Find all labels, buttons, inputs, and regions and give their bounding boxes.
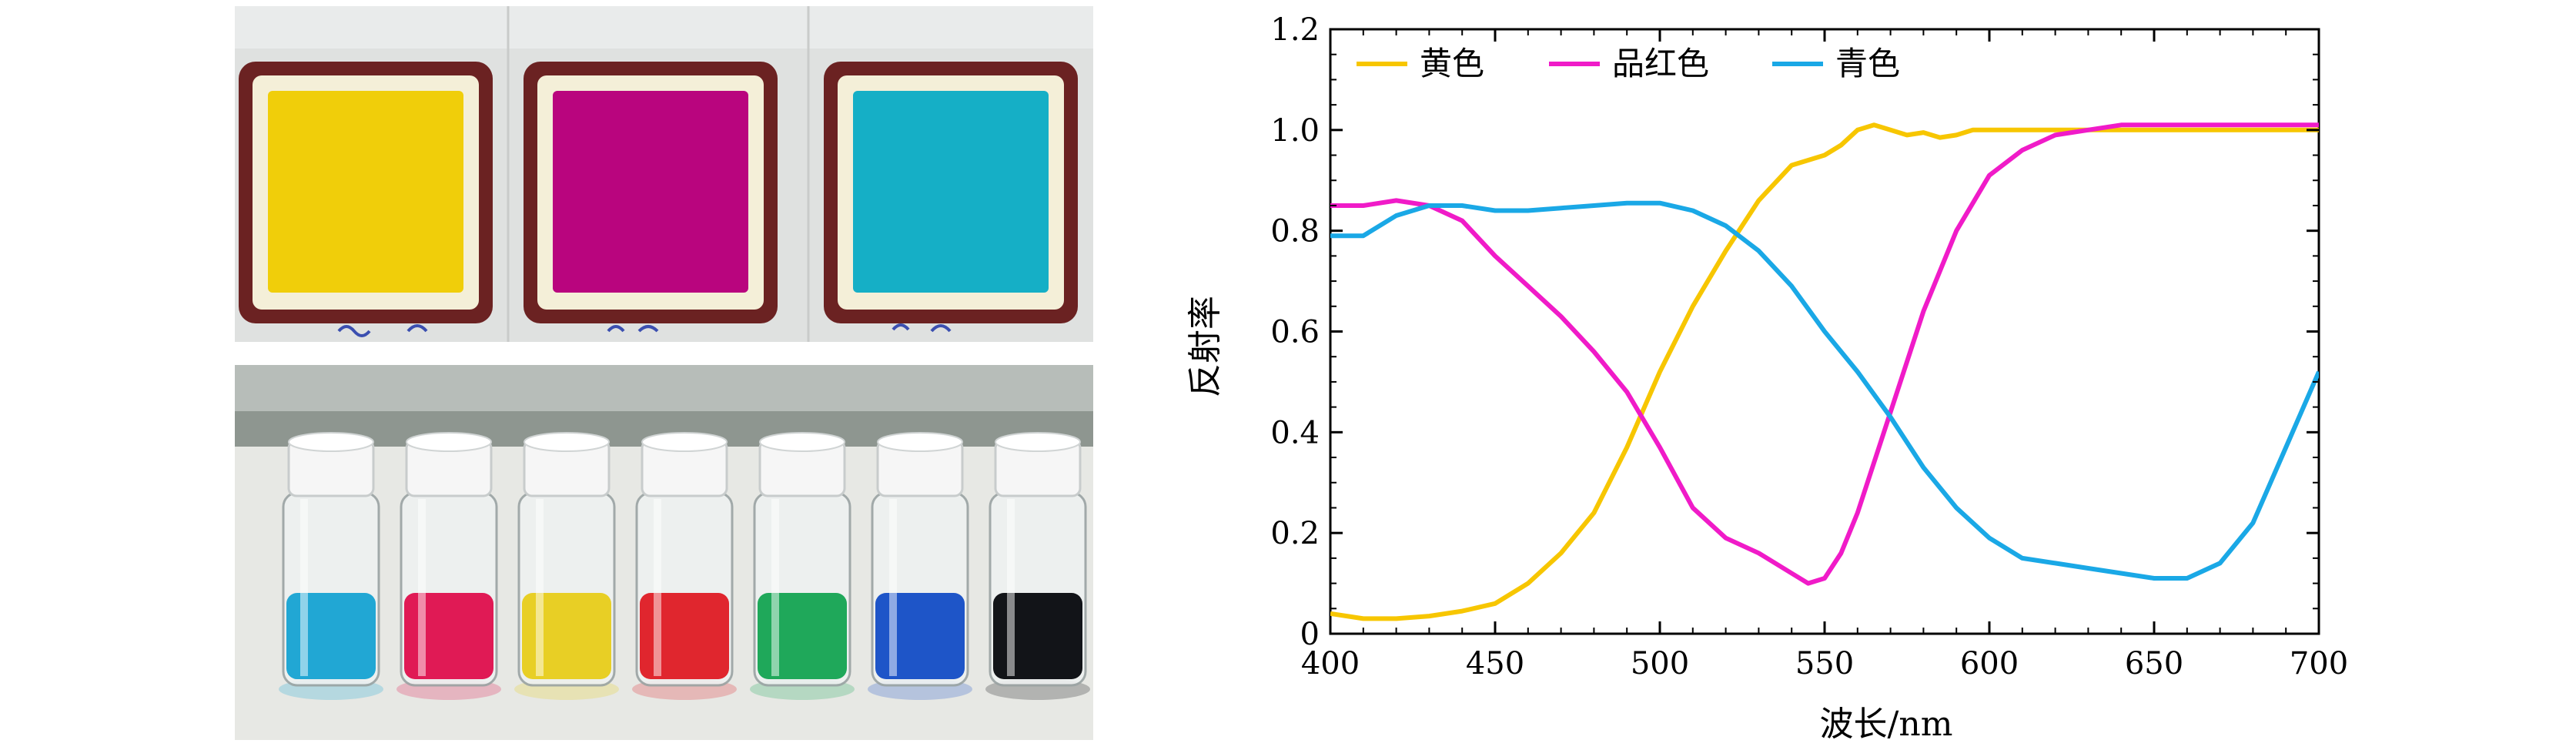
series-line-2 bbox=[1330, 122, 2319, 586]
y-tick-label: 0.2 bbox=[1270, 516, 1320, 551]
sample-photos bbox=[235, 6, 1093, 740]
legend-item-3: 青色 bbox=[1772, 45, 1900, 82]
x-tick-label: 550 bbox=[1795, 646, 1854, 681]
vial-2 bbox=[396, 432, 501, 700]
legend-item-2: 品红色 bbox=[1549, 45, 1709, 82]
vial-6 bbox=[868, 432, 972, 700]
bottom-photo bbox=[235, 365, 1093, 740]
vial-7 bbox=[985, 432, 1090, 700]
top-photo bbox=[235, 6, 1093, 342]
legend-label: 青色 bbox=[1835, 45, 1900, 82]
vial-5 bbox=[750, 432, 855, 700]
x-tick-label: 650 bbox=[2125, 646, 2183, 681]
y-tick-label: 1.2 bbox=[1270, 12, 1320, 48]
x-tick-label: 400 bbox=[1301, 646, 1360, 681]
x-tick-label: 450 bbox=[1466, 646, 1524, 681]
color-film-1 bbox=[239, 62, 493, 323]
legend-item-1: 黄色 bbox=[1357, 45, 1484, 82]
x-tick-label: 600 bbox=[1960, 646, 2019, 681]
y-tick-label: 0.8 bbox=[1270, 214, 1320, 249]
vial-3 bbox=[514, 432, 619, 700]
color-film-2 bbox=[524, 62, 778, 323]
vial-1 bbox=[279, 432, 383, 700]
y-tick-label: 0 bbox=[1300, 617, 1320, 652]
y-tick-label: 1.0 bbox=[1270, 113, 1320, 149]
y-tick-label: 0.4 bbox=[1270, 415, 1320, 450]
y-axis-label: 反射率 bbox=[1186, 296, 1225, 397]
series-line-3 bbox=[1330, 200, 2319, 581]
vial-4 bbox=[632, 432, 737, 700]
y-tick-label: 0.6 bbox=[1270, 315, 1320, 350]
x-tick-label: 700 bbox=[2290, 646, 2348, 681]
legend-label: 黄色 bbox=[1420, 45, 1484, 82]
x-axis-label: 波长/nm bbox=[1820, 705, 1953, 744]
reflectance-chart: 400 450 500 550 600 650 700 0 0.2 0.4 0.6 0.8 1.0 1.2… bbox=[1186, 12, 2348, 744]
series-line-1 bbox=[1330, 122, 2319, 621]
color-film-3 bbox=[824, 62, 1078, 323]
legend: 黄色 品红色 青色 bbox=[1357, 45, 1900, 82]
x-tick-label: 500 bbox=[1631, 646, 1689, 681]
legend-label: 品红色 bbox=[1612, 45, 1709, 82]
